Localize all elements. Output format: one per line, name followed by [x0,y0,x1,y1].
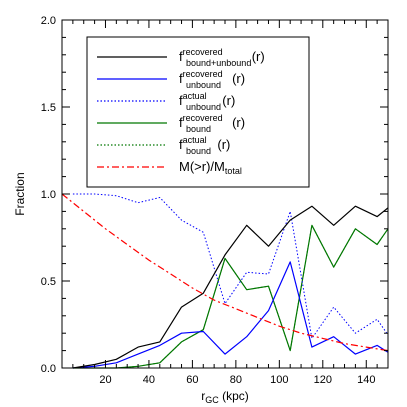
x-axis-title: rGC (kpc) [201,389,249,405]
y-tick-label: 2.0 [41,15,56,27]
legend-label: frecovered bound (r) [179,113,245,134]
x-tick-label: 140 [357,374,375,386]
x-tick-labels: 20 40 60 80 100 120 140 [99,374,375,386]
x-tick-label: 60 [186,374,198,386]
y-tick-label: 1.5 [41,102,56,114]
x-tick-label: 80 [230,374,242,386]
x-axis-title-sub: GC [205,395,219,405]
legend-label: frecovered unbound (r) [179,69,245,90]
y-tick-labels: 0.0 0.5 1.0 1.5 2.0 [41,15,56,375]
x-tick-label: 20 [99,374,111,386]
series-line-5 [61,193,389,352]
x-tick-label: 40 [143,374,155,386]
ticks-layer [62,19,389,369]
series-layer [61,193,389,369]
y-axis-title: Fraction [13,172,27,215]
legend-label: factual bound (r) [179,135,230,156]
y-tick-label: 0.5 [41,276,56,288]
legend-box [86,36,310,188]
y-tick-label: 1.0 [41,189,56,201]
legend-label: M(>r)/Mtotal [179,159,242,176]
series-line-0 [72,205,389,369]
series-line-2 [72,193,389,339]
series-line-1 [72,261,389,369]
x-tick-label: 120 [314,374,332,386]
legend: frecovered bound+unbound(r)frecovered unbo… [86,36,310,188]
legend-label: factual unbound(r) [179,91,235,112]
y-tick-label: 0.0 [41,363,56,375]
x-axis-title-tail: (kpc) [219,389,249,403]
legend-label: frecovered bound+unbound(r) [179,47,265,68]
x-axis-title-main: r [201,389,205,403]
x-tick-label: 100 [270,374,288,386]
